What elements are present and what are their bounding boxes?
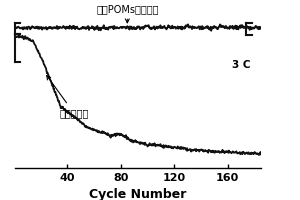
Text: 空白电解液: 空白电解液 <box>47 76 88 118</box>
X-axis label: Cycle Number: Cycle Number <box>89 188 187 200</box>
Text: 3 C: 3 C <box>232 60 250 70</box>
Text: 添加POMs的电解液: 添加POMs的电解液 <box>96 4 159 23</box>
